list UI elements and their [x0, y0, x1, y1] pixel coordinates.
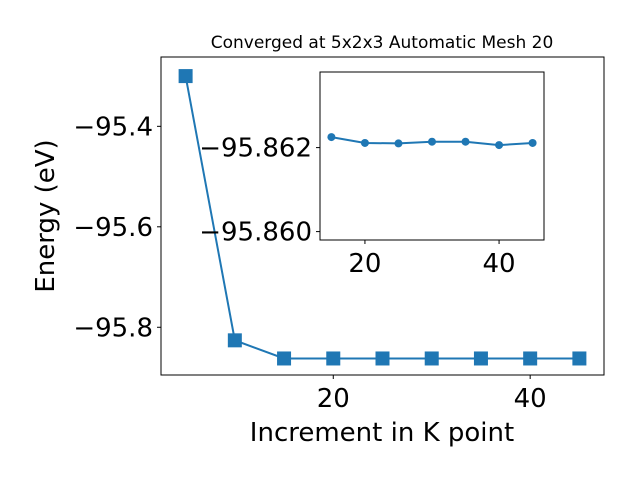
data-point [523, 351, 538, 366]
inset-data-point [327, 133, 336, 142]
data-point [326, 351, 341, 366]
data-point [473, 351, 488, 366]
inset-plot: 20 40 −95.862 −95.860 [199, 71, 545, 279]
inset-data-point [360, 138, 369, 147]
chart-title: Converged at 5x2x3 Automatic Mesh 20 [211, 33, 554, 53]
inset-x-tick-label: 20 [348, 249, 381, 279]
x-axis-label: Increment in K point [250, 418, 514, 448]
data-point [277, 351, 292, 366]
data-point [178, 69, 193, 84]
main-plot: 20 40 −95.4 −95.6 −95.8 [73, 56, 605, 414]
inset-data-point [428, 137, 436, 146]
data-point [424, 351, 439, 366]
inset-data-point [528, 138, 537, 147]
inset-y-tick-label: −95.860 [199, 218, 312, 248]
y-tick-label: −95.6 [73, 213, 153, 243]
data-point [227, 333, 242, 348]
data-point [572, 351, 587, 366]
inset-data-point [461, 137, 470, 146]
inset-data-point [394, 139, 403, 148]
inset-y-tick-label: −95.862 [199, 134, 312, 164]
plot-frame [160, 56, 605, 376]
x-tick-label: 40 [514, 384, 547, 414]
y-tick-label: −95.4 [73, 112, 153, 142]
x-tick-label: 20 [317, 384, 350, 414]
y-tick-label: −95.8 [73, 313, 153, 343]
inset-x-tick-label: 40 [483, 249, 516, 279]
inset-plot-frame [319, 71, 545, 241]
inset-data-point [495, 141, 504, 150]
y-axis-label: Energy (eV) [31, 139, 61, 292]
data-point [375, 351, 390, 366]
